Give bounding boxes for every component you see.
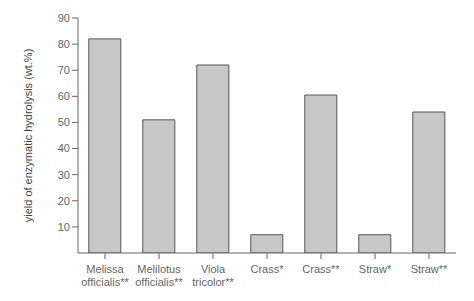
svg-text:30: 30	[58, 169, 70, 181]
svg-text:Melissaofficialis**: Melissaofficialis**	[81, 263, 129, 288]
svg-text:Melilotusofficialis**: Melilotusofficialis**	[135, 263, 183, 288]
svg-text:50: 50	[58, 116, 70, 128]
svg-text:Violatricolor**: Violatricolor**	[192, 263, 234, 288]
svg-text:70: 70	[58, 64, 70, 76]
svg-text:20: 20	[58, 195, 70, 207]
svg-text:60: 60	[58, 90, 70, 102]
svg-text:Crass*: Crass*	[250, 263, 284, 275]
svg-text:Straw*: Straw*	[359, 263, 392, 275]
svg-text:40: 40	[58, 142, 70, 154]
svg-text:yield of enzymatic hydrolysis: yield of enzymatic hydrolysis (wt.%)	[22, 49, 34, 223]
svg-text:90: 90	[58, 12, 70, 24]
svg-text:80: 80	[58, 38, 70, 50]
svg-text:10: 10	[58, 221, 70, 233]
svg-text:Straw**: Straw**	[411, 263, 448, 275]
svg-text:Crass**: Crass**	[302, 263, 340, 275]
